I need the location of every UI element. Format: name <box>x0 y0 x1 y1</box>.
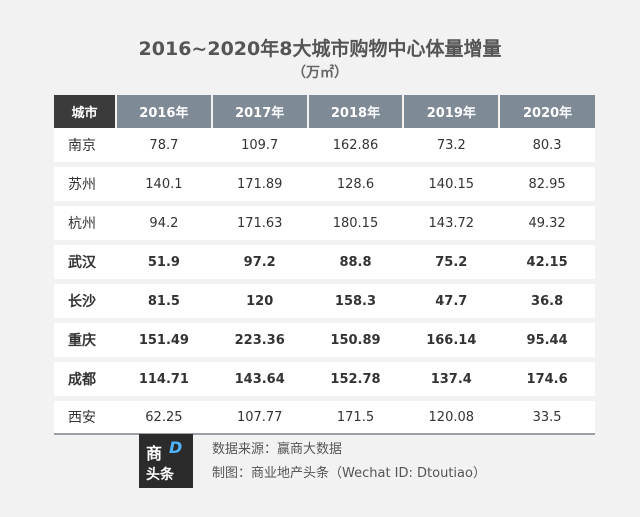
value-cell: 94.2 <box>116 203 212 245</box>
value-cell: 33.5 <box>499 398 595 435</box>
table-body: 南京 78.7 109.7 162.86 73.2 80.3 苏州 140.1 171.89 12… <box>54 128 595 435</box>
value-cell: 73.2 <box>403 128 500 167</box>
value-cell: 143.72 <box>403 203 500 245</box>
value-cell: 150.89 <box>307 320 404 362</box>
value-cell: 128.6 <box>307 164 404 206</box>
brand-logo: 商 D 头条 <box>139 434 193 488</box>
value-cell: 114.71 <box>116 359 212 401</box>
value-cell: 140.15 <box>403 164 500 206</box>
value-cell: 137.4 <box>403 359 500 401</box>
chart-subtitle: （万㎡） <box>292 65 348 81</box>
value-cell: 120 <box>211 281 308 323</box>
table-row: 西安 62.25 107.77 171.5 120.08 33.5 <box>54 398 595 435</box>
table-row: 南京 78.7 109.7 162.86 73.2 80.3 <box>54 128 595 167</box>
logo-mark: D <box>169 438 183 457</box>
value-cell: 62.25 <box>116 398 212 435</box>
header-year: 2018年 <box>307 95 405 128</box>
value-cell: 180.15 <box>307 203 404 245</box>
table-row: 重庆 151.49 223.36 150.89 166.14 95.44 <box>54 320 595 362</box>
value-cell: 143.64 <box>211 359 308 401</box>
value-cell: 80.3 <box>499 128 595 167</box>
value-cell: 171.89 <box>211 164 308 206</box>
header-year: 2019年 <box>403 95 501 128</box>
logo-text: 头条 <box>146 467 174 483</box>
table-row: 长沙 81.5 120 158.3 47.7 36.8 <box>54 281 595 323</box>
value-cell: 174.6 <box>499 359 595 401</box>
source-note: 数据来源：赢商大数据 <box>212 442 343 457</box>
city-cell: 南京 <box>54 128 116 167</box>
value-cell: 171.5 <box>307 398 404 435</box>
header-row: 城市 2016年 2017年 2018年 2019年 2020年 <box>54 95 595 128</box>
city-cell: 成都 <box>54 359 116 401</box>
value-cell: 223.36 <box>211 320 308 362</box>
value-cell: 120.08 <box>403 398 500 435</box>
value-cell: 49.32 <box>499 203 595 245</box>
value-cell: 140.1 <box>116 164 212 206</box>
header-year: 2016年 <box>116 95 213 128</box>
header-year: 2017年 <box>211 95 309 128</box>
value-cell: 109.7 <box>211 128 308 167</box>
value-cell: 171.63 <box>211 203 308 245</box>
value-cell: 51.9 <box>116 242 212 284</box>
value-cell: 158.3 <box>307 281 404 323</box>
city-cell: 重庆 <box>54 320 116 362</box>
header-year: 2020年 <box>499 95 595 128</box>
value-cell: 75.2 <box>403 242 500 284</box>
table-row: 杭州 94.2 171.63 180.15 143.72 49.32 <box>54 203 595 245</box>
value-cell: 152.78 <box>307 359 404 401</box>
value-cell: 47.7 <box>403 281 500 323</box>
logo-char: 商 <box>146 444 163 463</box>
footer-text: 数据来源：赢商大数据 制图：商业地产头条（Wechat ID: Dtoutiao… <box>212 438 486 486</box>
city-cell: 长沙 <box>54 281 116 323</box>
value-cell: 97.2 <box>211 242 308 284</box>
header-city: 城市 <box>54 95 117 128</box>
city-cell: 西安 <box>54 398 116 435</box>
value-cell: 162.86 <box>307 128 404 167</box>
table-row: 苏州 140.1 171.89 128.6 140.15 82.95 <box>54 164 595 206</box>
city-cell: 苏州 <box>54 164 116 206</box>
table-row: 成都 114.71 143.64 152.78 137.4 174.6 <box>54 359 595 401</box>
city-cell: 杭州 <box>54 203 116 245</box>
value-cell: 42.15 <box>499 242 595 284</box>
data-table: 城市 2016年 2017年 2018年 2019年 2020年 南京 78.7 1… <box>54 95 595 435</box>
city-cell: 武汉 <box>54 242 116 284</box>
value-cell: 82.95 <box>499 164 595 206</box>
value-cell: 151.49 <box>116 320 212 362</box>
value-cell: 36.8 <box>499 281 595 323</box>
value-cell: 78.7 <box>116 128 212 167</box>
value-cell: 95.44 <box>499 320 595 362</box>
table-row: 武汉 51.9 97.2 88.8 75.2 42.15 <box>54 242 595 284</box>
credit-note: 制图：商业地产头条（Wechat ID: Dtoutiao） <box>212 466 486 481</box>
chart-title: 2016~2020年8大城市购物中心体量增量 <box>138 38 502 60</box>
value-cell: 81.5 <box>116 281 212 323</box>
value-cell: 88.8 <box>307 242 404 284</box>
value-cell: 107.77 <box>211 398 308 435</box>
value-cell: 166.14 <box>403 320 500 362</box>
